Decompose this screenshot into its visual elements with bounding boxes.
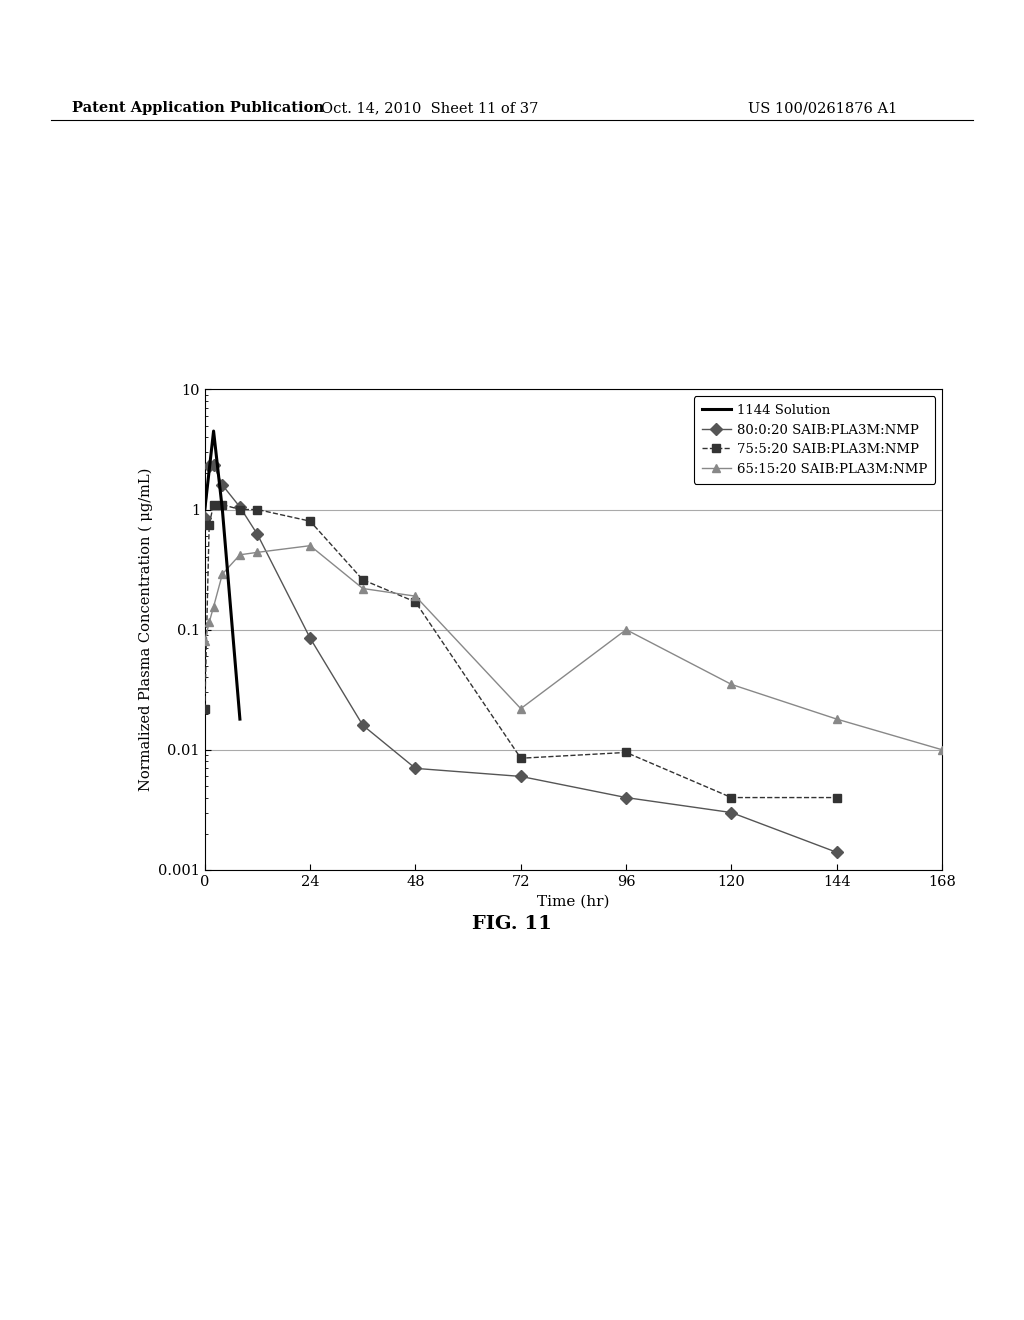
Line: 65:15:20 SAIB:PLA3M:NMP: 65:15:20 SAIB:PLA3M:NMP [201, 541, 946, 754]
80:0:20 SAIB:PLA3M:NMP [410, 760, 422, 776]
65:15:20 SAIB:PLA3M:NMP [620, 622, 632, 638]
75:5:20 SAIB:PLA3M:NMP [208, 496, 220, 512]
80:0:20 SAIB:PLA3M:NMP [199, 510, 211, 525]
80:0:20 SAIB:PLA3M:NMP [304, 630, 316, 645]
80:0:20 SAIB:PLA3M:NMP [620, 789, 632, 805]
80:0:20 SAIB:PLA3M:NMP [725, 805, 737, 821]
65:15:20 SAIB:PLA3M:NMP [199, 634, 211, 649]
1144 Solution [199, 502, 211, 517]
1144 Solution [208, 424, 220, 440]
80:0:20 SAIB:PLA3M:NMP [356, 717, 369, 733]
X-axis label: Time (hr): Time (hr) [538, 894, 609, 908]
65:15:20 SAIB:PLA3M:NMP [251, 544, 263, 560]
75:5:20 SAIB:PLA3M:NMP [830, 789, 843, 805]
65:15:20 SAIB:PLA3M:NMP [208, 599, 220, 615]
75:5:20 SAIB:PLA3M:NMP [199, 701, 211, 717]
75:5:20 SAIB:PLA3M:NMP [356, 572, 369, 587]
65:15:20 SAIB:PLA3M:NMP [203, 614, 215, 630]
65:15:20 SAIB:PLA3M:NMP [936, 742, 948, 758]
Line: 75:5:20 SAIB:PLA3M:NMP: 75:5:20 SAIB:PLA3M:NMP [201, 500, 841, 801]
80:0:20 SAIB:PLA3M:NMP [208, 457, 220, 473]
80:0:20 SAIB:PLA3M:NMP [233, 499, 246, 515]
75:5:20 SAIB:PLA3M:NMP [515, 750, 527, 766]
Text: US 100/0261876 A1: US 100/0261876 A1 [748, 102, 897, 115]
65:15:20 SAIB:PLA3M:NMP [830, 711, 843, 727]
Legend: 1144 Solution, 80:0:20 SAIB:PLA3M:NMP, 75:5:20 SAIB:PLA3M:NMP, 65:15:20 SAIB:PLA: 1144 Solution, 80:0:20 SAIB:PLA3M:NMP, 7… [693, 396, 936, 483]
80:0:20 SAIB:PLA3M:NMP [251, 527, 263, 543]
1144 Solution [216, 502, 228, 517]
80:0:20 SAIB:PLA3M:NMP [216, 477, 228, 492]
1144 Solution [233, 711, 246, 727]
80:0:20 SAIB:PLA3M:NMP [203, 458, 215, 474]
65:15:20 SAIB:PLA3M:NMP [410, 589, 422, 605]
65:15:20 SAIB:PLA3M:NMP [216, 566, 228, 582]
75:5:20 SAIB:PLA3M:NMP [251, 502, 263, 517]
80:0:20 SAIB:PLA3M:NMP [830, 845, 843, 861]
65:15:20 SAIB:PLA3M:NMP [233, 546, 246, 562]
Line: 1144 Solution: 1144 Solution [205, 432, 240, 719]
75:5:20 SAIB:PLA3M:NMP [620, 744, 632, 760]
80:0:20 SAIB:PLA3M:NMP [515, 768, 527, 784]
75:5:20 SAIB:PLA3M:NMP [410, 594, 422, 610]
Y-axis label: Normalized Plasma Concentration ( μg/mL): Normalized Plasma Concentration ( μg/mL) [138, 469, 153, 791]
75:5:20 SAIB:PLA3M:NMP [216, 496, 228, 512]
Text: FIG. 11: FIG. 11 [472, 915, 552, 933]
65:15:20 SAIB:PLA3M:NMP [304, 537, 316, 553]
75:5:20 SAIB:PLA3M:NMP [304, 513, 316, 529]
75:5:20 SAIB:PLA3M:NMP [233, 502, 246, 517]
65:15:20 SAIB:PLA3M:NMP [356, 581, 369, 597]
65:15:20 SAIB:PLA3M:NMP [515, 701, 527, 717]
Text: Patent Application Publication: Patent Application Publication [72, 102, 324, 115]
75:5:20 SAIB:PLA3M:NMP [203, 516, 215, 532]
75:5:20 SAIB:PLA3M:NMP [725, 789, 737, 805]
Line: 80:0:20 SAIB:PLA3M:NMP: 80:0:20 SAIB:PLA3M:NMP [201, 461, 841, 857]
65:15:20 SAIB:PLA3M:NMP [725, 676, 737, 692]
Text: Oct. 14, 2010  Sheet 11 of 37: Oct. 14, 2010 Sheet 11 of 37 [322, 102, 539, 115]
